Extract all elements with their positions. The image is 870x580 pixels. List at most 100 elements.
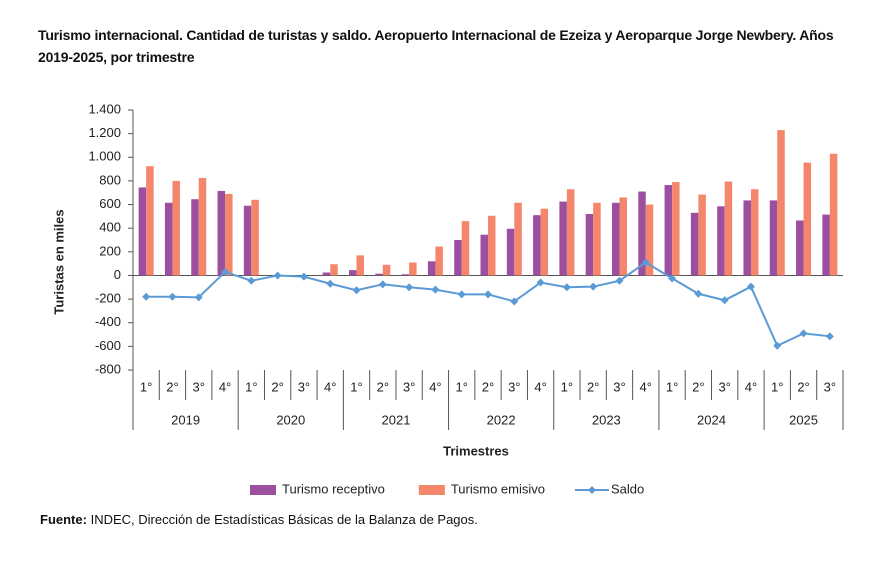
bar [488, 215, 496, 276]
bar [566, 189, 575, 276]
bar [251, 199, 259, 276]
x-tick-label: 2° [797, 379, 809, 394]
line-marker [168, 292, 177, 301]
line-marker [221, 267, 230, 276]
line-marker [299, 272, 308, 281]
line-marker [352, 286, 361, 295]
line-marker [484, 290, 492, 299]
line-marker [799, 329, 808, 338]
x-tick-label: 3° [613, 379, 625, 394]
bar [690, 212, 699, 276]
x-tick-label: 4° [324, 379, 336, 394]
line-marker [589, 282, 598, 291]
line-marker [457, 290, 466, 299]
bar [506, 228, 515, 276]
bar [172, 180, 180, 276]
x-tick-label: 3° [403, 379, 415, 394]
y-axis-label: Turistas en miles [51, 209, 66, 314]
bar [322, 272, 331, 276]
source: Fuente: INDEC, Dirección de Estadísticas… [40, 512, 478, 527]
y-tick-label: 1.400 [88, 101, 121, 116]
y-tick-label: 800 [99, 172, 121, 187]
x-tick-label: 1° [771, 379, 783, 394]
bar [349, 270, 357, 276]
bar [146, 166, 154, 276]
line-marker [746, 282, 755, 291]
line-marker [668, 274, 677, 283]
bar [611, 202, 620, 276]
bar [461, 221, 470, 276]
line-marker [694, 289, 703, 298]
bar [743, 200, 751, 276]
y-tick-label: -200 [95, 291, 121, 306]
legend-label: Turismo emisivo [451, 481, 545, 496]
legend-swatch [250, 485, 276, 495]
bar [225, 193, 233, 276]
bar [664, 185, 673, 276]
y-tick-label: 1.000 [88, 149, 121, 164]
x-tick-label: 2° [587, 379, 599, 394]
bar [435, 246, 443, 276]
x-group-label: 2022 [487, 412, 516, 427]
line-marker [720, 296, 729, 305]
bar [672, 182, 680, 276]
x-tick-label: 4° [429, 379, 441, 394]
y-tick-label: 600 [99, 196, 121, 211]
bar [540, 208, 549, 276]
legend-swatch [587, 486, 596, 494]
line-marker [194, 293, 203, 302]
x-group-label: 2025 [789, 412, 818, 427]
bar [409, 262, 417, 276]
bar [769, 200, 778, 276]
y-tick-label: 1.200 [88, 125, 121, 140]
bar [480, 234, 488, 276]
bar [191, 199, 199, 276]
bar [375, 273, 383, 276]
y-tick-label: -600 [95, 338, 121, 353]
line-marker [510, 297, 519, 306]
bar [559, 201, 567, 276]
bar [698, 194, 706, 276]
line-marker [405, 283, 414, 292]
bar [593, 202, 601, 276]
line-marker [247, 276, 256, 285]
bar [164, 202, 173, 276]
x-tick-label: 4° [219, 379, 231, 394]
x-group-label: 2021 [382, 412, 411, 427]
bar [717, 206, 725, 276]
x-tick-label: 3° [718, 379, 730, 394]
line-marker [326, 279, 335, 288]
y-tick-label: 0 [114, 267, 121, 282]
bar [356, 255, 365, 276]
line-marker [641, 258, 650, 267]
x-tick-label: 2° [166, 379, 178, 394]
line-marker [142, 292, 151, 301]
bar [533, 215, 541, 276]
bar [138, 187, 147, 276]
line-marker [615, 276, 624, 285]
x-group-label: 2019 [171, 412, 200, 427]
x-tick-label: 1° [350, 379, 362, 394]
x-group-label: 2023 [592, 412, 621, 427]
bar [454, 240, 462, 276]
source-label: Fuente: [40, 512, 87, 527]
bar [822, 214, 830, 276]
x-axis-label: Trimestres [443, 443, 509, 458]
line-marker [562, 283, 571, 292]
x-tick-label: 1° [666, 379, 678, 394]
bar [796, 220, 804, 276]
y-tick-label: -400 [95, 314, 121, 329]
x-tick-label: 2° [692, 379, 704, 394]
line-marker [536, 278, 545, 287]
line-marker [825, 332, 834, 341]
x-tick-label: 1° [245, 379, 257, 394]
x-tick-label: 1° [140, 379, 152, 394]
bar [382, 264, 391, 276]
bar [645, 204, 654, 276]
bar [777, 130, 785, 276]
bar [638, 191, 646, 276]
x-tick-label: 2° [482, 379, 494, 394]
bar [243, 205, 252, 276]
